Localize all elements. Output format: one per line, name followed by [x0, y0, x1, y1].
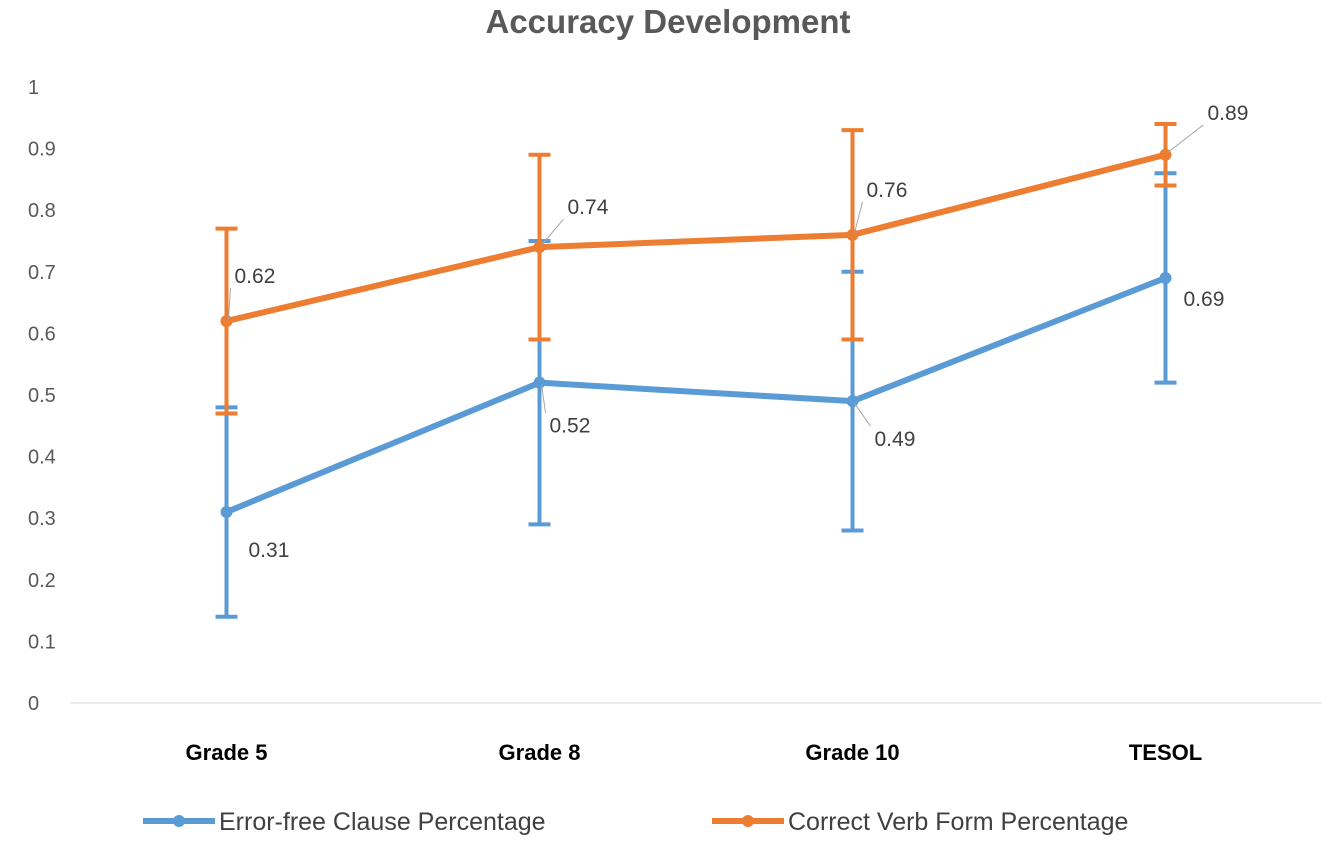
leader-line — [1167, 124, 1204, 154]
data-point — [220, 315, 233, 328]
x-tick-label: Grade 5 — [186, 740, 268, 765]
leader-line — [228, 288, 231, 320]
legend: Error-free Clause Percentage Correct Verb… — [143, 808, 1128, 836]
y-tick-label: 0.7 — [28, 262, 56, 284]
data-label: 0.76 — [867, 179, 908, 202]
leader-line — [854, 201, 863, 233]
chart-title: Accuracy Development — [486, 3, 851, 40]
legend-swatch-marker — [173, 815, 185, 827]
y-tick-label: 0.5 — [28, 385, 56, 407]
y-tick-label: 0 — [28, 693, 39, 715]
x-tick-label: TESOL — [1129, 740, 1202, 765]
data-point — [846, 395, 859, 408]
y-tick-label: 0.2 — [28, 570, 56, 592]
y-axis: 0 0.1 0.2 0.3 0.4 0.5 0.6 0.7 0.8 0.9 1 — [28, 77, 56, 715]
y-tick-label: 0.3 — [28, 508, 56, 530]
data-label: 0.62 — [235, 265, 276, 288]
y-tick-label: 0.6 — [28, 323, 56, 345]
leader-line — [854, 402, 871, 427]
data-label: 0.31 — [249, 539, 290, 562]
legend-item: Error-free Clause Percentage — [143, 808, 546, 836]
plot-area: 0.31 0.52 0.49 0.69 0.62 0.74 0.76 0.89 — [215, 102, 1249, 619]
x-tick-label: Grade 10 — [805, 740, 899, 765]
data-label: 0.74 — [568, 196, 609, 219]
data-label: 0.49 — [875, 428, 916, 451]
x-axis: Grade 5 Grade 8 Grade 10 TESOL — [70, 702, 1322, 765]
data-point — [220, 506, 233, 519]
legend-label: Error-free Clause Percentage — [219, 808, 546, 836]
y-tick-label: 0.1 — [28, 631, 56, 653]
y-tick-label: 0.8 — [28, 200, 56, 222]
legend-label: Correct Verb Form Percentage — [788, 808, 1128, 836]
data-point — [533, 376, 546, 389]
data-label: 0.52 — [550, 415, 591, 438]
y-tick-label: 0.4 — [28, 447, 56, 469]
data-label: 0.89 — [1208, 102, 1249, 125]
data-point — [1159, 271, 1172, 284]
leader-line — [541, 384, 546, 413]
leader-line — [541, 218, 564, 246]
x-tick-label: Grade 8 — [499, 740, 581, 765]
y-tick-label: 1 — [28, 77, 39, 99]
series-correct-verb-form: 0.62 0.74 0.76 0.89 — [215, 102, 1249, 416]
series-line — [225, 275, 1167, 515]
series-line — [225, 151, 1167, 324]
data-label: 0.69 — [1184, 288, 1225, 311]
legend-item: Correct Verb Form Percentage — [712, 808, 1128, 836]
data-point — [846, 228, 859, 241]
y-tick-label: 0.9 — [28, 139, 56, 161]
legend-swatch-marker — [742, 815, 754, 827]
